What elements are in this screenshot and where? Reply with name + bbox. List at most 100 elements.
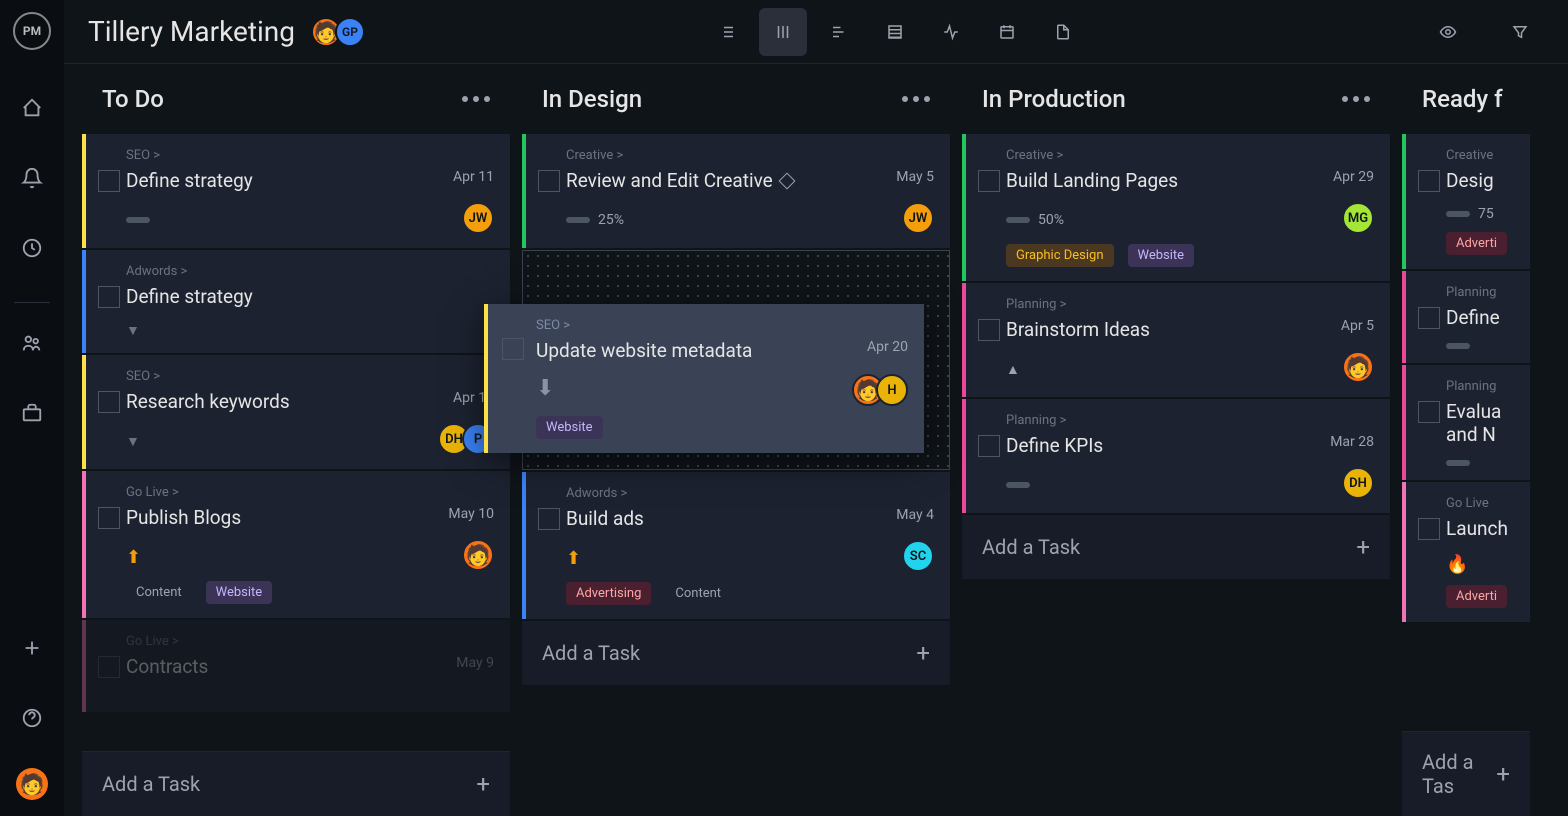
- task-checkbox[interactable]: [978, 319, 1000, 341]
- task-category[interactable]: Creative: [1446, 148, 1514, 163]
- logo[interactable]: PM: [13, 12, 51, 50]
- task-checkbox[interactable]: [98, 656, 120, 678]
- header-avatars[interactable]: 🧑GP: [311, 17, 365, 47]
- task-category[interactable]: Planning: [1446, 285, 1514, 300]
- progress-text: 75: [1478, 206, 1494, 222]
- avatar[interactable]: GP: [335, 17, 365, 47]
- task-category[interactable]: Planning >: [1006, 413, 1374, 428]
- tag[interactable]: Adverti: [1446, 585, 1507, 608]
- task-checkbox[interactable]: [538, 508, 560, 530]
- task-card[interactable]: Go Live >Publish BlogsMay 10⬆🧑ContentWeb…: [82, 471, 510, 618]
- task-category[interactable]: SEO >: [126, 148, 494, 163]
- task-checkbox[interactable]: [98, 391, 120, 413]
- sheet-view-icon[interactable]: [871, 8, 919, 56]
- task-checkbox[interactable]: [978, 170, 1000, 192]
- bell-icon[interactable]: [12, 158, 52, 198]
- tag[interactable]: Website: [536, 416, 603, 439]
- task-checkbox[interactable]: [98, 170, 120, 192]
- task-category[interactable]: Adwords >: [566, 486, 934, 501]
- task-checkbox[interactable]: [1418, 307, 1440, 329]
- kanban-column: Ready fCreativeDesig75AdvertiPlanningDef…: [1396, 64, 1536, 816]
- task-checkbox[interactable]: [98, 286, 120, 308]
- add-icon[interactable]: [12, 628, 52, 668]
- tag[interactable]: Adverti: [1446, 232, 1507, 255]
- column-menu-icon[interactable]: [462, 96, 490, 102]
- filter-icon[interactable]: [1496, 8, 1544, 56]
- tag[interactable]: Website: [206, 581, 273, 604]
- assignee-avatar[interactable]: MG: [1342, 202, 1374, 234]
- task-card[interactable]: Go LiveLaunch🔥Adverti: [1402, 482, 1530, 622]
- task-category[interactable]: Go Live >: [126, 634, 494, 649]
- column-title: Ready f: [1422, 85, 1503, 113]
- gantt-view-icon[interactable]: [815, 8, 863, 56]
- briefcase-icon[interactable]: [12, 393, 52, 433]
- add-task-button[interactable]: Add a Task+: [962, 515, 1390, 579]
- task-category[interactable]: Adwords >: [126, 264, 494, 279]
- task-card[interactable]: Creative >Review and Edit CreativeMay 52…: [522, 134, 950, 248]
- assignee-avatar[interactable]: JW: [462, 202, 494, 234]
- header: Tillery Marketing 🧑GP: [64, 0, 1568, 64]
- user-avatar[interactable]: 🧑: [16, 768, 48, 800]
- file-view-icon[interactable]: [1039, 8, 1087, 56]
- task-card[interactable]: Creative >Build Landing PagesApr 2950%MG…: [962, 134, 1390, 281]
- expand-icon[interactable]: ▼: [126, 322, 140, 339]
- clock-icon[interactable]: [12, 228, 52, 268]
- collapse-icon[interactable]: ▲: [1006, 361, 1020, 378]
- task-card[interactable]: Adwords > Define strategy ▼: [82, 250, 510, 353]
- task-card[interactable]: Planning >Define KPIsMar 28DH: [962, 399, 1390, 513]
- assignee-avatar[interactable]: 🧑: [1342, 351, 1374, 383]
- task-category[interactable]: Go Live: [1446, 496, 1514, 511]
- task-checkbox[interactable]: [538, 170, 560, 192]
- add-task-button[interactable]: Add a Task+: [522, 621, 950, 685]
- task-category[interactable]: Planning >: [1006, 297, 1374, 312]
- expand-icon[interactable]: ▼: [126, 433, 140, 450]
- column-body: SEO >Define strategyApr 11JW Adwords > Def…: [82, 134, 510, 749]
- board-view-icon[interactable]: [759, 8, 807, 56]
- tag[interactable]: Content: [665, 582, 731, 605]
- task-card[interactable]: SEO >Define strategyApr 11JW: [82, 134, 510, 248]
- activity-view-icon[interactable]: [927, 8, 975, 56]
- task-card[interactable]: Go Live >ContractsMay 9: [82, 620, 510, 712]
- task-card[interactable]: CreativeDesig75Adverti: [1402, 134, 1530, 269]
- tag[interactable]: Advertising: [566, 582, 651, 605]
- add-task-button[interactable]: Add a Tas+: [1402, 731, 1530, 816]
- assignee-avatar[interactable]: DH: [1342, 467, 1374, 499]
- task-title: Define strategy: [126, 285, 494, 308]
- dragging-card[interactable]: SEO >Update website metadataApr 20⬇🧑HWeb…: [484, 304, 924, 453]
- task-checkbox[interactable]: [1418, 401, 1440, 423]
- home-icon[interactable]: [12, 88, 52, 128]
- task-checkbox[interactable]: [98, 507, 120, 529]
- column-header: Ready f: [1402, 64, 1530, 134]
- assignee-avatar[interactable]: JW: [902, 202, 934, 234]
- assignee-avatar[interactable]: H: [876, 374, 908, 406]
- assignee-avatar[interactable]: SC: [902, 540, 934, 572]
- task-card[interactable]: PlanningEvalua and N: [1402, 365, 1530, 480]
- calendar-view-icon[interactable]: [983, 8, 1031, 56]
- task-category[interactable]: Creative >: [566, 148, 934, 163]
- eye-icon[interactable]: [1424, 8, 1472, 56]
- task-category[interactable]: SEO >: [126, 369, 494, 384]
- task-category[interactable]: Go Live >: [126, 485, 494, 500]
- column-menu-icon[interactable]: [1342, 96, 1370, 102]
- help-icon[interactable]: [12, 698, 52, 738]
- task-date: May 5: [896, 169, 934, 185]
- task-category[interactable]: Creative >: [1006, 148, 1374, 163]
- task-checkbox[interactable]: [1418, 170, 1440, 192]
- list-view-icon[interactable]: [703, 8, 751, 56]
- tag[interactable]: Content: [126, 581, 192, 604]
- add-task-button[interactable]: Add a Task+: [82, 751, 510, 816]
- task-card[interactable]: PlanningDefine: [1402, 271, 1530, 363]
- task-date: May 9: [456, 655, 494, 671]
- task-card[interactable]: Adwords >Build adsMay 4⬆SCAdvertisingCon…: [522, 472, 950, 619]
- task-checkbox[interactable]: [978, 435, 1000, 457]
- assignee-avatar[interactable]: 🧑: [462, 539, 494, 571]
- task-card[interactable]: SEO >Research keywordsApr 13▼DHP: [82, 355, 510, 469]
- column-menu-icon[interactable]: [902, 96, 930, 102]
- task-card[interactable]: Planning >Brainstorm IdeasApr 5▲🧑: [962, 283, 1390, 397]
- task-checkbox[interactable]: [502, 338, 524, 360]
- task-checkbox[interactable]: [1418, 518, 1440, 540]
- people-icon[interactable]: [12, 323, 52, 363]
- tag[interactable]: Graphic Design: [1006, 244, 1114, 267]
- task-category[interactable]: Planning: [1446, 379, 1514, 394]
- tag[interactable]: Website: [1128, 244, 1195, 267]
